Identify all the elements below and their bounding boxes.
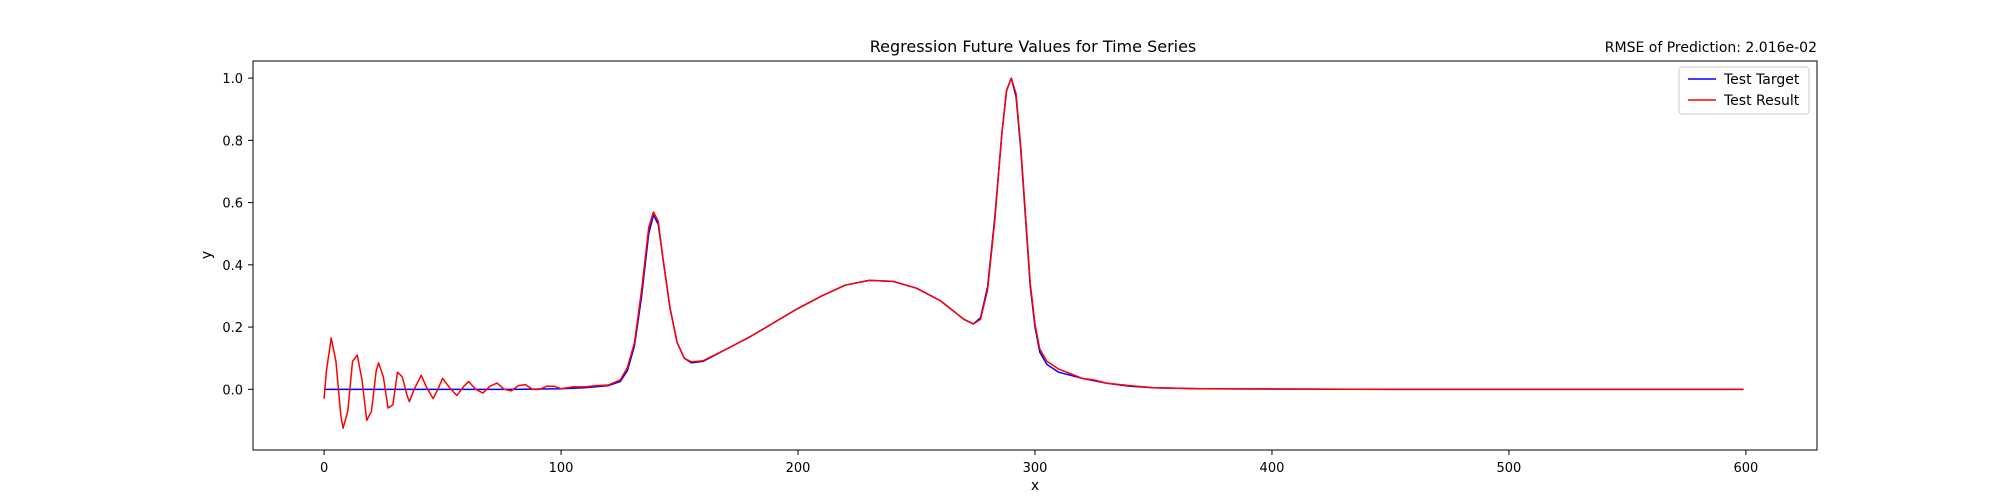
y-tick-label: 0.0 (222, 383, 243, 398)
y-tick-label: 1.0 (222, 72, 243, 87)
x-axis-label: x (1031, 478, 1039, 494)
chart-title: Regression Future Values for Time Series (870, 37, 1197, 56)
series-line-test-result (323, 77, 1744, 429)
y-axis-label: y (199, 251, 215, 259)
y-tick-label: 0.8 (222, 134, 243, 149)
x-tick-label: 400 (1260, 461, 1285, 476)
x-tick-label: 100 (549, 461, 574, 476)
x-tick-label: 0 (320, 461, 328, 476)
y-tick-label: 0.2 (222, 321, 243, 336)
legend-label-test-result: Test Result (1723, 93, 1800, 109)
axes: 0 100 200 300 400 500 600 0.0 0.2 0.4 0.6 0.8 1.0 (222, 72, 1758, 476)
rmse-annotation: RMSE of Prediction: 2.016e-02 (1605, 40, 1817, 56)
x-tick-label: 200 (786, 461, 811, 476)
x-tick-label: 300 (1023, 461, 1048, 476)
y-tick-label: 0.6 (222, 197, 243, 212)
plot-frame (252, 60, 1818, 451)
x-tick-label: 600 (1733, 461, 1758, 476)
series-line-test-target (324, 77, 1744, 391)
series-lines (323, 77, 1744, 429)
y-tick-label: 0.4 (222, 259, 243, 274)
legend: Test Target Test Result (1678, 66, 1810, 115)
x-tick-label: 500 (1497, 461, 1522, 476)
legend-label-test-target: Test Target (1723, 72, 1800, 88)
